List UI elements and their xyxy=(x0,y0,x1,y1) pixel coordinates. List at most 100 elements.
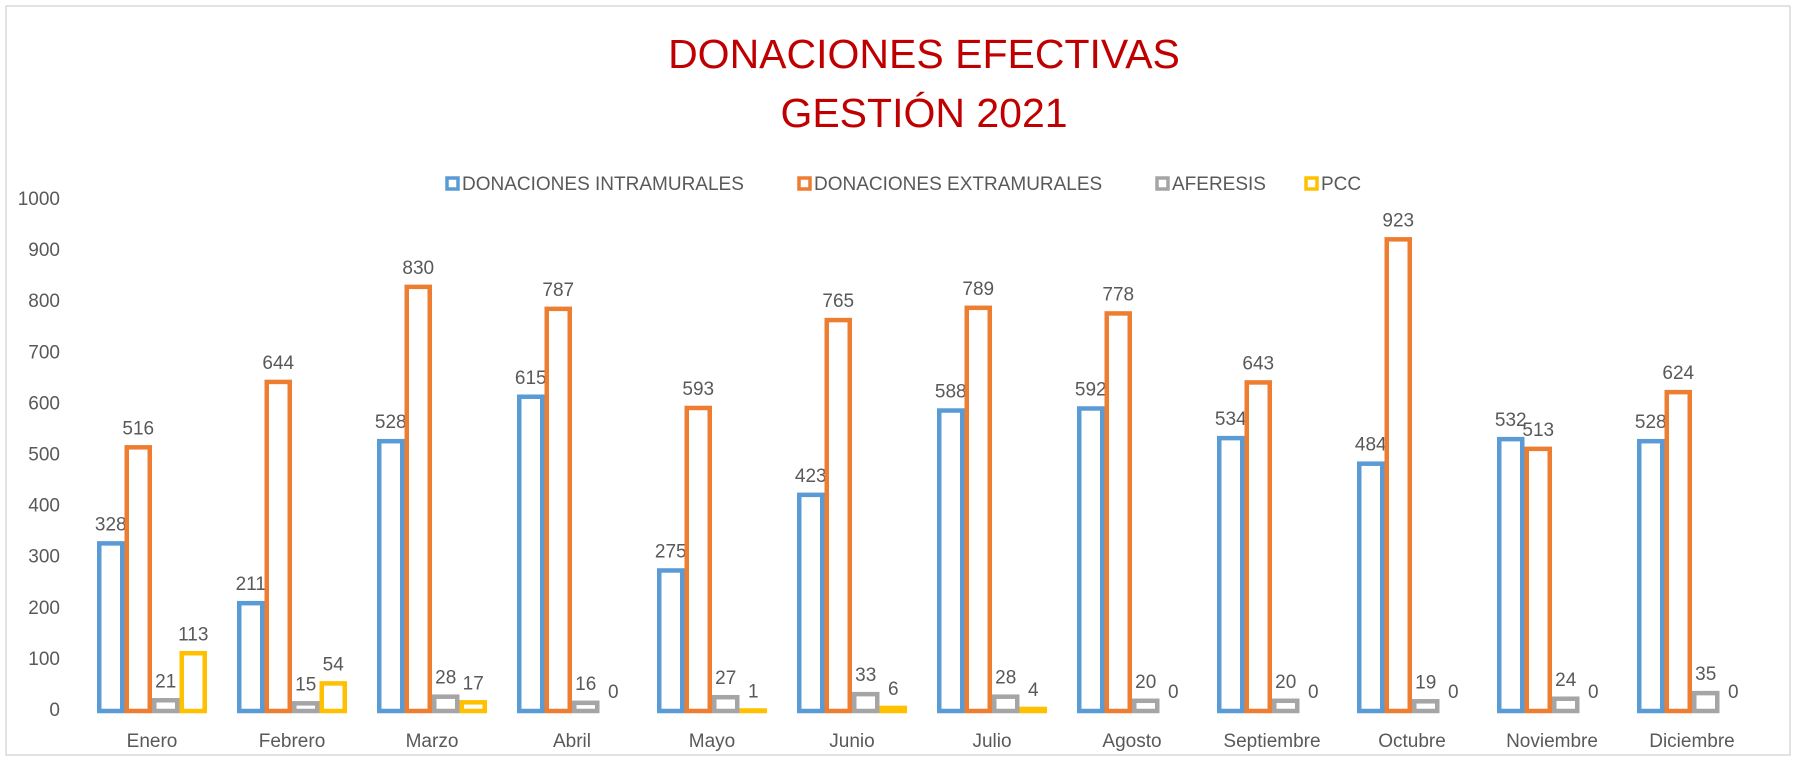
data-label: 615 xyxy=(515,368,547,389)
data-label: 24 xyxy=(1555,670,1577,691)
data-label: 328 xyxy=(95,514,127,535)
data-label: 19 xyxy=(1415,672,1436,693)
data-label: 15 xyxy=(295,674,316,695)
data-label: 923 xyxy=(1382,210,1414,231)
x-tick-label: Agosto xyxy=(1102,731,1161,752)
data-label: 0 xyxy=(1728,682,1739,703)
bar xyxy=(1497,436,1525,714)
x-tick-label: Octubre xyxy=(1378,731,1446,752)
data-label: 28 xyxy=(995,668,1016,689)
data-label: 789 xyxy=(962,279,994,300)
data-label: 35 xyxy=(1695,664,1716,685)
x-tick-label: Febrero xyxy=(259,731,326,752)
data-label: 275 xyxy=(655,541,687,562)
x-tick-label: Abril xyxy=(553,731,591,752)
bar xyxy=(1412,699,1440,714)
data-label: 1 xyxy=(748,682,759,703)
legend-label: AFERESIS xyxy=(1172,174,1266,195)
data-label: 592 xyxy=(1075,380,1107,401)
legend-label: DONACIONES INTRAMURALES xyxy=(462,174,744,195)
x-tick-label: Noviembre xyxy=(1506,731,1598,752)
bar xyxy=(459,700,487,714)
x-tick-label: Enero xyxy=(127,731,178,752)
data-label: 516 xyxy=(122,418,154,439)
legend-label: PCC xyxy=(1321,174,1361,195)
data-label: 643 xyxy=(1242,353,1274,374)
data-label: 588 xyxy=(935,382,967,403)
x-tick-label: Diciembre xyxy=(1649,731,1735,752)
bar xyxy=(404,284,432,714)
data-label: 20 xyxy=(1275,672,1296,693)
y-tick-label: 900 xyxy=(28,240,60,261)
bar xyxy=(879,705,907,714)
data-label: 513 xyxy=(1522,420,1554,441)
chart-title: GESTIÓN 2021 xyxy=(780,90,1067,136)
bar xyxy=(1244,380,1272,714)
y-tick-label: 500 xyxy=(28,445,60,466)
bar xyxy=(964,305,992,714)
legend-label: DONACIONES EXTRAMURALES xyxy=(814,174,1102,195)
data-label: 528 xyxy=(1635,412,1667,433)
bar xyxy=(97,541,125,714)
bar xyxy=(1524,446,1552,714)
bar xyxy=(824,317,852,714)
legend-swatch xyxy=(797,176,812,191)
bar xyxy=(1692,690,1720,714)
data-label: 778 xyxy=(1102,284,1134,305)
data-label: 0 xyxy=(1168,682,1179,703)
bar xyxy=(237,600,265,714)
data-label: 4 xyxy=(1028,680,1039,701)
data-label: 528 xyxy=(375,412,407,433)
data-label: 21 xyxy=(155,671,176,692)
x-tick-label: Marzo xyxy=(406,731,459,752)
y-tick-label: 400 xyxy=(28,496,60,517)
bar xyxy=(852,691,880,714)
bar xyxy=(992,694,1020,714)
legend-swatch xyxy=(1304,176,1319,191)
x-tick-label: Mayo xyxy=(689,731,735,752)
data-label: 0 xyxy=(608,682,619,703)
bar xyxy=(712,694,740,714)
bar xyxy=(572,700,600,714)
bar xyxy=(1104,311,1132,714)
data-label: 484 xyxy=(1355,435,1387,456)
bar xyxy=(1019,706,1047,714)
data-label: 0 xyxy=(1308,682,1319,703)
data-label: 20 xyxy=(1135,672,1156,693)
data-label: 16 xyxy=(575,674,596,695)
data-label: 0 xyxy=(1448,682,1459,703)
data-label: 17 xyxy=(463,673,484,694)
bar xyxy=(1217,435,1245,714)
bar xyxy=(1272,698,1300,714)
data-label: 211 xyxy=(236,574,266,595)
bar xyxy=(739,708,767,714)
data-label: 28 xyxy=(435,668,456,689)
bar xyxy=(124,445,152,714)
bar xyxy=(657,568,685,714)
data-label: 830 xyxy=(402,258,434,279)
chart-title: DONACIONES EFECTIVAS xyxy=(668,31,1180,77)
data-label: 534 xyxy=(1215,409,1247,430)
bar xyxy=(797,492,825,714)
bar xyxy=(517,394,545,714)
bar xyxy=(179,651,207,714)
data-label: 33 xyxy=(855,665,876,686)
x-tick-label: Septiembre xyxy=(1223,731,1320,752)
y-tick-label: 800 xyxy=(28,291,60,312)
bar xyxy=(544,306,572,714)
y-tick-label: 700 xyxy=(28,342,60,363)
data-label: 54 xyxy=(323,654,345,675)
y-tick-label: 100 xyxy=(28,649,60,670)
bar xyxy=(152,698,180,714)
bar xyxy=(432,694,460,714)
x-tick-label: Junio xyxy=(829,731,874,752)
data-label: 787 xyxy=(542,280,574,301)
y-tick-label: 600 xyxy=(28,393,60,414)
data-label: 0 xyxy=(1588,682,1599,703)
data-label: 423 xyxy=(795,466,827,487)
bar xyxy=(377,438,405,714)
bar xyxy=(1357,461,1385,714)
y-tick-label: 200 xyxy=(28,598,60,619)
legend-swatch xyxy=(445,176,460,191)
